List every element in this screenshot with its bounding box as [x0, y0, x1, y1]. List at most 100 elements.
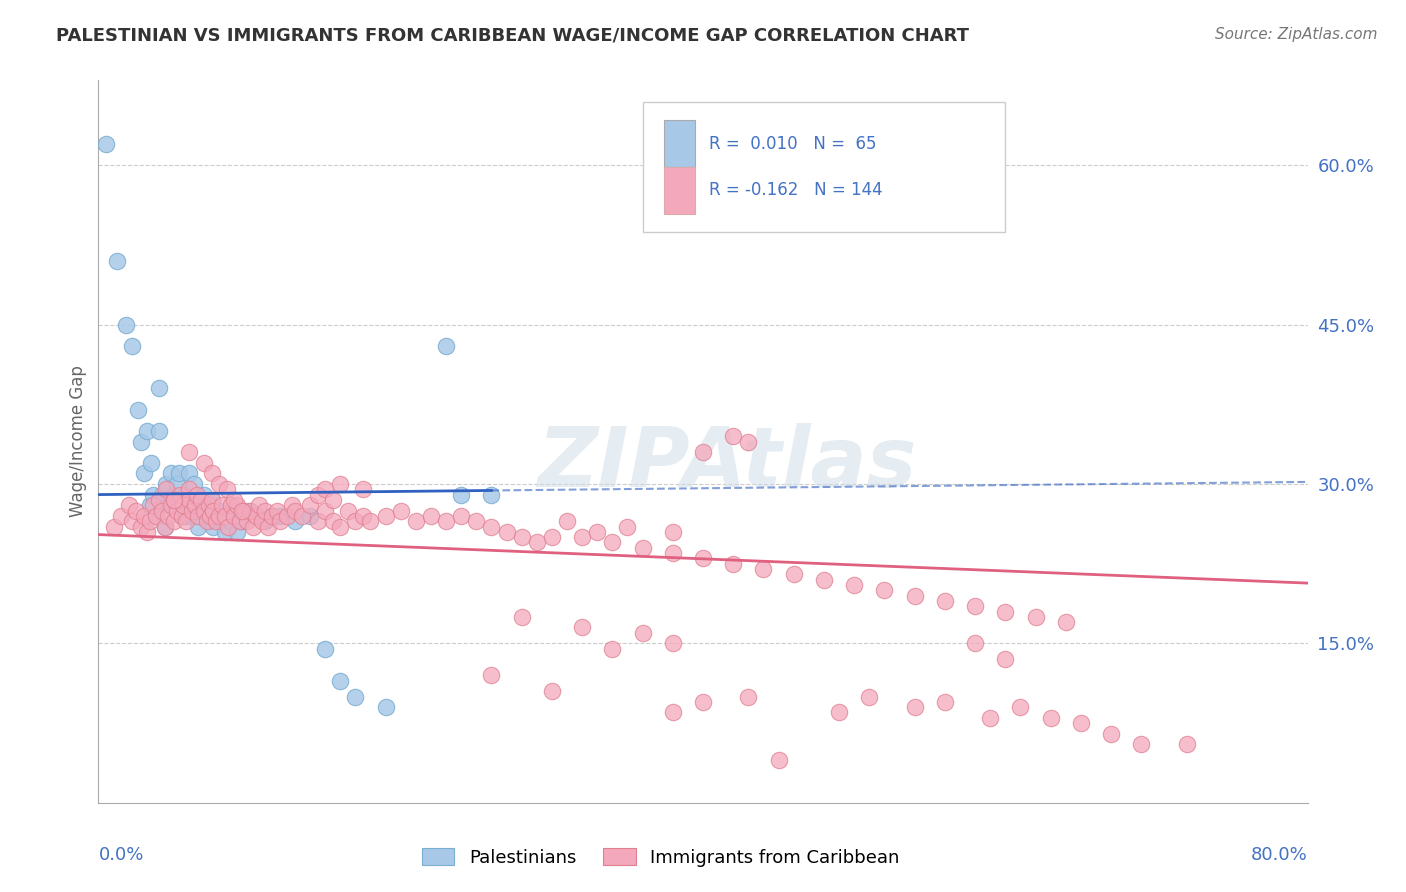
- Point: [752, 562, 775, 576]
- Point: [389, 503, 412, 517]
- Point: [352, 483, 374, 497]
- Point: [193, 456, 215, 470]
- Point: [184, 498, 207, 512]
- Point: [723, 429, 745, 443]
- Point: [269, 508, 291, 523]
- Point: [121, 514, 143, 528]
- Point: [114, 318, 136, 332]
- Point: [239, 503, 262, 517]
- Point: [256, 519, 278, 533]
- Point: [127, 402, 149, 417]
- Point: [105, 254, 128, 268]
- Point: [224, 508, 246, 523]
- Text: 0.0%: 0.0%: [98, 847, 143, 864]
- Point: [163, 493, 186, 508]
- Point: [169, 488, 191, 502]
- Point: [179, 445, 201, 459]
- Point: [214, 524, 236, 539]
- Point: [201, 493, 224, 508]
- Point: [125, 503, 148, 517]
- Point: [571, 620, 593, 634]
- Point: [166, 503, 188, 517]
- Point: [139, 514, 162, 528]
- Point: [174, 508, 197, 523]
- Point: [163, 493, 186, 508]
- Point: [828, 706, 851, 720]
- Point: [163, 514, 186, 528]
- Point: [193, 503, 215, 517]
- Point: [193, 488, 215, 502]
- Point: [231, 514, 253, 528]
- Point: [307, 488, 329, 502]
- Point: [844, 578, 866, 592]
- Legend: Palestinians, Immigrants from Caribbean: Palestinians, Immigrants from Caribbean: [415, 841, 907, 874]
- Point: [768, 753, 790, 767]
- Point: [221, 498, 243, 512]
- Point: [211, 498, 233, 512]
- Text: 80.0%: 80.0%: [1251, 847, 1308, 864]
- Point: [148, 493, 170, 508]
- Point: [692, 551, 714, 566]
- Point: [602, 535, 624, 549]
- Point: [322, 493, 344, 508]
- Point: [540, 530, 562, 544]
- Point: [299, 498, 322, 512]
- Point: [247, 498, 270, 512]
- Point: [994, 652, 1017, 666]
- Point: [405, 514, 427, 528]
- Point: [242, 519, 264, 533]
- Point: [737, 690, 759, 704]
- Point: [132, 508, 155, 523]
- Point: [166, 477, 188, 491]
- Point: [526, 535, 548, 549]
- Text: ZIPAtlas: ZIPAtlas: [537, 423, 917, 504]
- Bar: [664, 120, 695, 167]
- FancyBboxPatch shape: [643, 102, 1005, 232]
- Point: [163, 488, 186, 502]
- Point: [153, 519, 176, 533]
- Point: [281, 498, 304, 512]
- Point: [284, 514, 307, 528]
- Point: [434, 514, 457, 528]
- Point: [276, 508, 298, 523]
- Point: [172, 498, 194, 512]
- Point: [1010, 700, 1032, 714]
- Point: [145, 508, 167, 523]
- Point: [481, 668, 503, 682]
- Point: [121, 339, 143, 353]
- Point: [602, 641, 624, 656]
- Point: [160, 467, 183, 481]
- Bar: [664, 167, 695, 214]
- Text: R = -0.162   N = 144: R = -0.162 N = 144: [709, 181, 883, 200]
- Y-axis label: Wage/Income Gap: Wage/Income Gap: [69, 366, 87, 517]
- Point: [221, 514, 243, 528]
- Point: [129, 519, 152, 533]
- Point: [217, 508, 239, 523]
- Point: [179, 467, 201, 481]
- Point: [813, 573, 835, 587]
- Point: [200, 503, 222, 517]
- Point: [190, 498, 212, 512]
- Point: [135, 424, 157, 438]
- Point: [173, 488, 195, 502]
- Point: [783, 567, 806, 582]
- Point: [148, 424, 170, 438]
- Point: [190, 493, 212, 508]
- Point: [208, 503, 231, 517]
- Point: [965, 599, 987, 614]
- Point: [163, 498, 186, 512]
- Point: [510, 610, 533, 624]
- Point: [934, 594, 956, 608]
- Point: [103, 519, 125, 533]
- Point: [145, 508, 167, 523]
- Point: [934, 695, 956, 709]
- Point: [184, 498, 207, 512]
- Point: [858, 690, 880, 704]
- Point: [631, 625, 654, 640]
- Point: [141, 456, 163, 470]
- Point: [187, 519, 209, 533]
- Point: [226, 524, 249, 539]
- Point: [307, 514, 329, 528]
- Point: [994, 605, 1017, 619]
- Point: [150, 503, 173, 517]
